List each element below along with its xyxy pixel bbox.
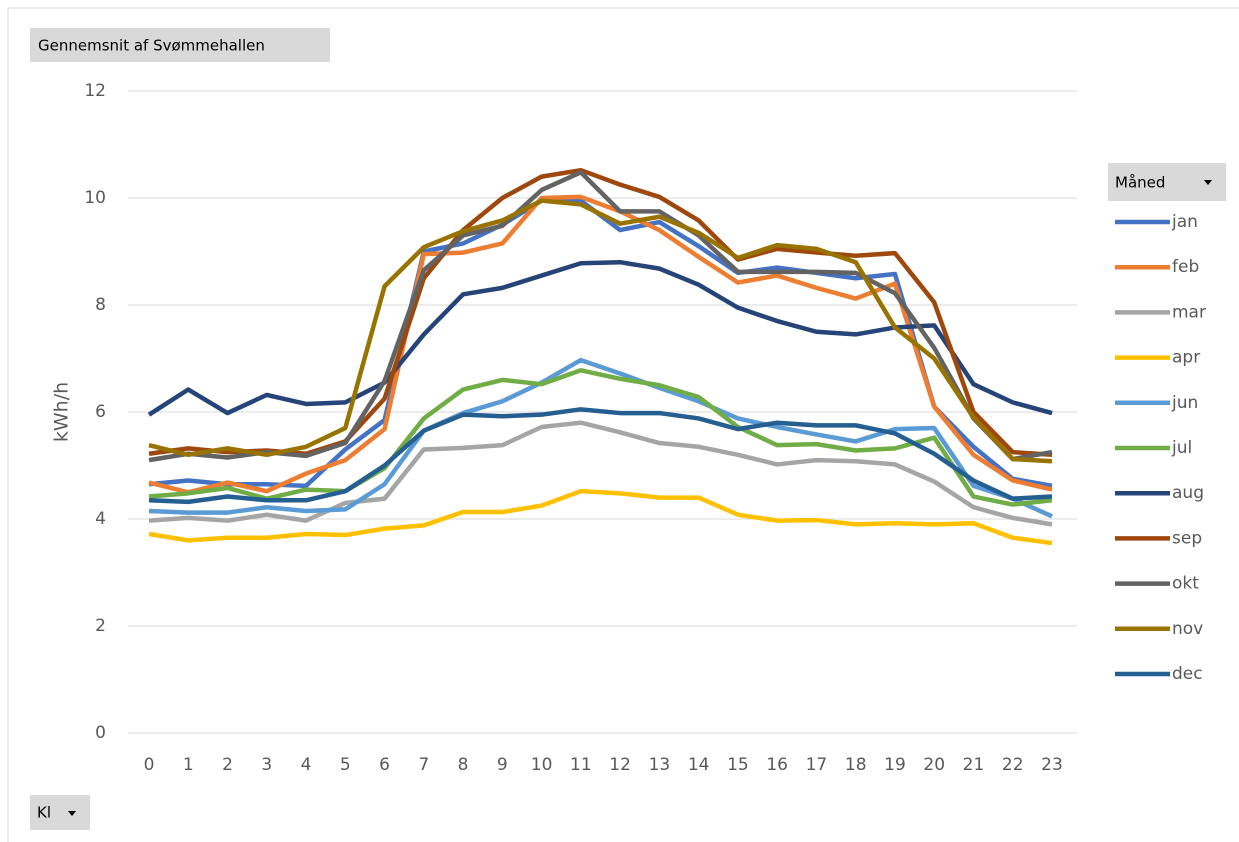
x-tick-label: 5 (340, 755, 351, 775)
legend-label: mar (1172, 302, 1206, 322)
y-tick-label: 0 (95, 723, 106, 743)
legend-label: apr (1172, 348, 1200, 368)
legend-label: jul (1171, 438, 1192, 458)
x-tick-label: 11 (570, 755, 592, 775)
x-tick-label: 20 (923, 755, 945, 775)
x-tick-label: 0 (144, 755, 155, 775)
x-tick-label: 6 (379, 755, 390, 775)
legend-label: okt (1172, 574, 1199, 594)
legend-label: nov (1172, 619, 1203, 639)
x-tick-label: 7 (418, 755, 429, 775)
x-tick-label: 1 (183, 755, 194, 775)
legend-label: jan (1171, 212, 1198, 232)
dropdown-arrow (68, 811, 76, 816)
x-field-button[interactable] (30, 795, 90, 830)
series-line (148, 357, 1053, 519)
legend-label: jun (1171, 393, 1198, 413)
series-line (148, 488, 1053, 546)
series-line (148, 368, 1053, 507)
x-axis-label: Kl (37, 804, 51, 822)
x-tick-label: 4 (301, 755, 312, 775)
y-axis-label: kWh/h (51, 382, 73, 442)
x-tick-label: 14 (688, 755, 710, 775)
x-tick-label: 3 (261, 755, 272, 775)
y-tick-label: 4 (95, 509, 106, 529)
series-line (148, 198, 1053, 464)
y-tick-label: 6 (95, 402, 106, 422)
legend-label: sep (1172, 528, 1202, 548)
y-tick-label: 12 (84, 81, 106, 101)
series-line (148, 407, 1053, 505)
x-tick-label: 15 (727, 755, 749, 775)
x-tick-label: 10 (531, 755, 553, 775)
series-line (148, 420, 1053, 527)
x-tick-label: 18 (845, 755, 867, 775)
chart-title: Gennemsnit af Svømmehallen (38, 37, 265, 55)
legend-title: Måned (1115, 174, 1165, 192)
x-tick-label: 17 (806, 755, 828, 775)
y-tick-label: 10 (84, 188, 106, 208)
x-tick-label: 8 (458, 755, 469, 775)
title-button[interactable] (30, 28, 330, 62)
legend-label: feb (1172, 257, 1199, 277)
legend-label: dec (1172, 664, 1203, 684)
y-tick-label: 2 (95, 616, 106, 636)
series-line (148, 170, 1053, 463)
x-tick-label: 9 (497, 755, 508, 775)
legend-label: aug (1172, 483, 1204, 503)
series-line (147, 259, 1053, 417)
y-tick-label: 8 (95, 295, 106, 315)
x-tick-label: 13 (649, 755, 671, 775)
x-tick-label: 16 (766, 755, 788, 775)
chart-frame (7, 7, 1239, 842)
x-tick-label: 23 (1041, 755, 1063, 775)
x-tick-label: 21 (963, 755, 985, 775)
dropdown-arrow (1204, 180, 1212, 185)
x-tick-label: 19 (884, 755, 906, 775)
x-tick-label: 12 (609, 755, 631, 775)
x-tick-label: 22 (1002, 755, 1024, 775)
x-tick-label: 2 (222, 755, 233, 775)
